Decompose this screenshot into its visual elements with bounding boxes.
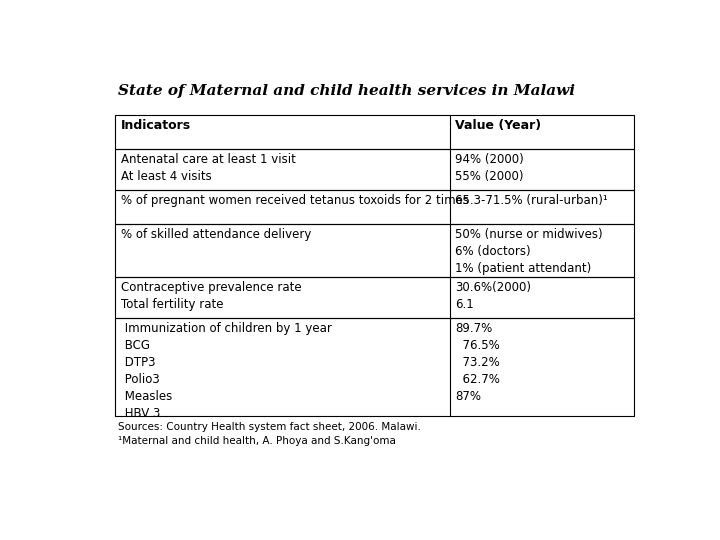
Text: Value (Year): Value (Year)	[456, 119, 541, 132]
Text: 89.7%
  76.5%
  73.2%
  62.7%
87%: 89.7% 76.5% 73.2% 62.7% 87%	[456, 322, 500, 403]
Text: 30.6%(2000)
6.1: 30.6%(2000) 6.1	[456, 281, 531, 311]
Text: 65.3-71.5% (rural-urban)¹: 65.3-71.5% (rural-urban)¹	[456, 194, 608, 207]
Text: % of pregnant women received tetanus toxoids for 2 times: % of pregnant women received tetanus tox…	[121, 194, 469, 207]
Text: Immunization of children by 1 year
 BCG
 DTP3
 Polio3
 Measles
 HBV 3: Immunization of children by 1 year BCG D…	[121, 322, 332, 420]
Text: % of skilled attendance delivery: % of skilled attendance delivery	[121, 228, 311, 241]
Text: Antenatal care at least 1 visit
At least 4 visits: Antenatal care at least 1 visit At least…	[121, 153, 296, 183]
Text: 50% (nurse or midwives)
6% (doctors)
1% (patient attendant): 50% (nurse or midwives) 6% (doctors) 1% …	[456, 228, 603, 275]
Text: Sources: Country Health system fact sheet, 2006. Malawi.
¹Maternal and child hea: Sources: Country Health system fact shee…	[118, 422, 420, 446]
Text: Indicators: Indicators	[121, 119, 191, 132]
Text: Contraceptive prevalence rate
Total fertility rate: Contraceptive prevalence rate Total fert…	[121, 281, 301, 311]
Text: State of Maternal and child health services in Malawi: State of Maternal and child health servi…	[118, 84, 575, 98]
Text: 94% (2000)
55% (2000): 94% (2000) 55% (2000)	[456, 153, 524, 183]
